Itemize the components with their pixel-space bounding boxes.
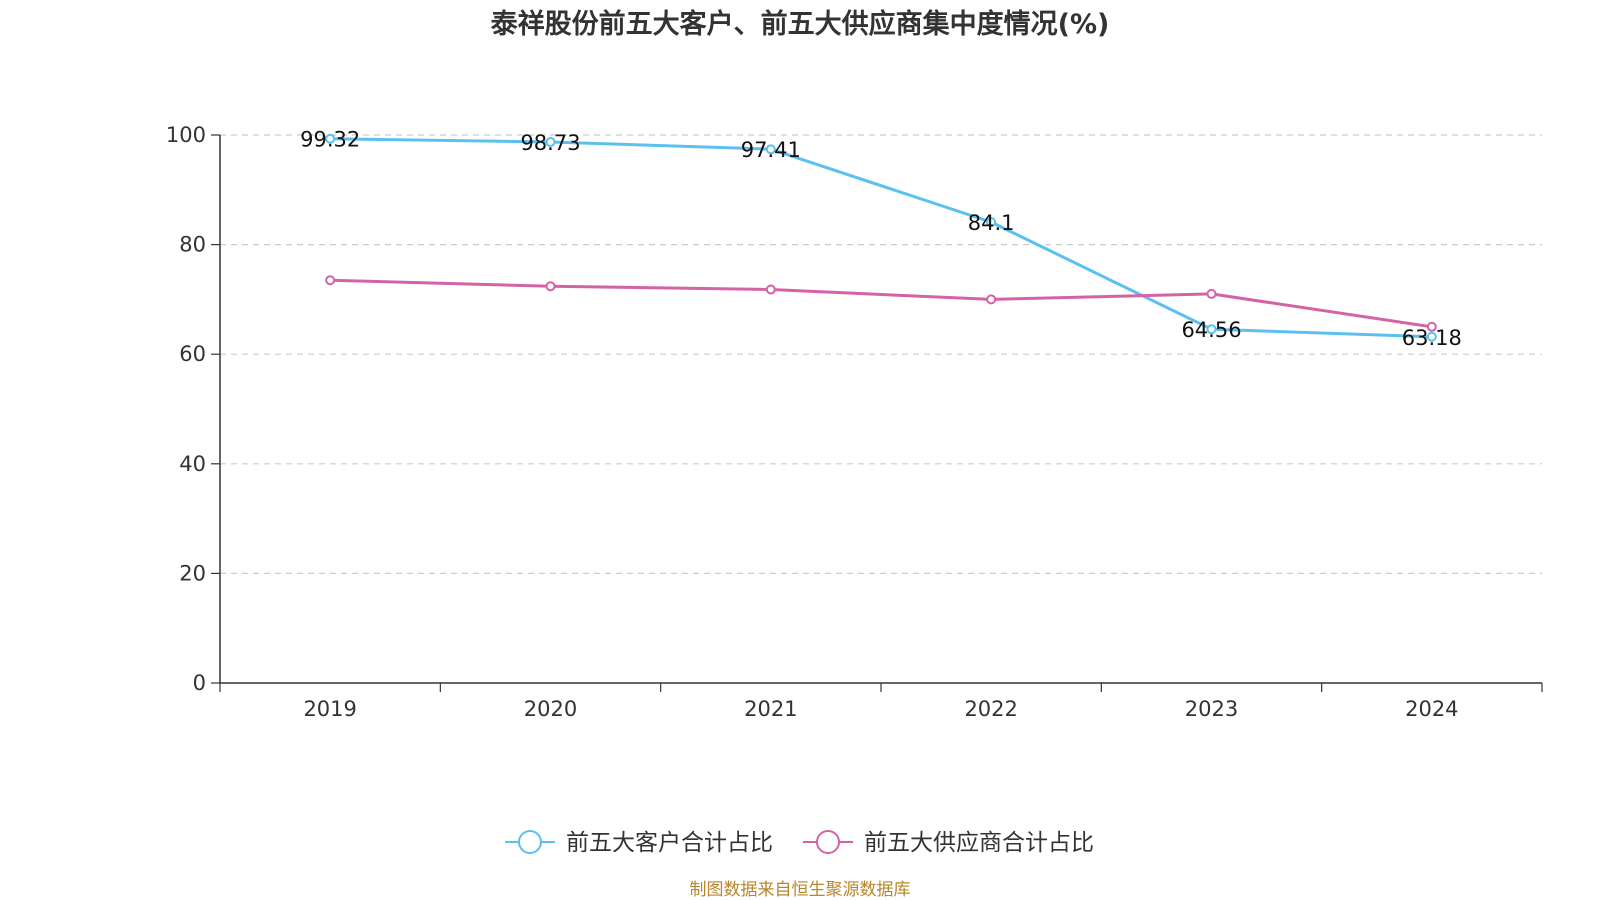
y-tick-label: 20 bbox=[179, 561, 206, 585]
series-line-0 bbox=[330, 137, 1432, 339]
data-point bbox=[1426, 321, 1437, 332]
series-line-1 bbox=[330, 278, 1433, 329]
x-tick-label: 2021 bbox=[744, 697, 797, 721]
chart-title: 泰祥股份前五大客户、前五大供应商集中度情况(%) bbox=[491, 8, 1110, 40]
legend-item-customers[interactable]: 前五大客户合计占比 bbox=[505, 830, 773, 856]
legend-label-customers: 前五大客户合计占比 bbox=[566, 830, 773, 856]
legend-label-suppliers: 前五大供应商合计占比 bbox=[864, 830, 1094, 856]
y-tick-label: 60 bbox=[179, 342, 206, 366]
x-axis-ticks: 2019 2020 2021 2022 2023 2024 bbox=[219, 683, 1543, 721]
series-layer bbox=[325, 133, 1437, 342]
data-label: 63.18 bbox=[1402, 326, 1462, 350]
data-point bbox=[765, 284, 776, 295]
data-label: 98.73 bbox=[520, 131, 580, 155]
x-tick-label: 2024 bbox=[1405, 697, 1458, 721]
legend-marker-customers bbox=[518, 830, 542, 854]
data-point bbox=[325, 275, 336, 286]
legend-marker-suppliers bbox=[816, 830, 840, 854]
data-label: 99.32 bbox=[300, 128, 360, 152]
data-point bbox=[325, 133, 336, 144]
y-tick-label: 80 bbox=[179, 233, 206, 257]
data-point bbox=[765, 144, 776, 155]
source-note: 制图数据来自恒生聚源数据库 bbox=[690, 880, 911, 900]
y-tick-label: 40 bbox=[179, 452, 206, 476]
data-label: 97.41 bbox=[741, 138, 801, 162]
axes bbox=[219, 135, 1542, 684]
data-label: 84.1 bbox=[968, 211, 1015, 235]
data-point bbox=[986, 294, 997, 305]
data-point bbox=[1206, 288, 1217, 299]
data-point bbox=[986, 217, 997, 228]
x-tick-label: 2020 bbox=[524, 697, 577, 721]
data-point bbox=[545, 281, 556, 292]
y-tick-label: 100 bbox=[166, 123, 206, 147]
y-axis-ticks: 0 20 40 60 80 100 bbox=[166, 123, 220, 695]
data-point bbox=[545, 136, 556, 147]
data-label: 64.56 bbox=[1181, 318, 1241, 342]
data-labels: 99.32 98.73 97.41 84.1 64.56 63.18 bbox=[300, 128, 1462, 350]
gridlines bbox=[220, 134, 1542, 575]
legend[interactable]: 前五大客户合计占比 前五大供应商合计占比 bbox=[505, 830, 1094, 856]
data-point bbox=[1206, 324, 1217, 335]
x-tick-label: 2023 bbox=[1185, 697, 1238, 721]
y-tick-label: 0 bbox=[193, 671, 206, 695]
x-tick-label: 2022 bbox=[964, 697, 1017, 721]
x-tick-label: 2019 bbox=[303, 697, 356, 721]
data-point bbox=[1426, 331, 1437, 342]
legend-item-suppliers[interactable]: 前五大供应商合计占比 bbox=[803, 830, 1094, 856]
